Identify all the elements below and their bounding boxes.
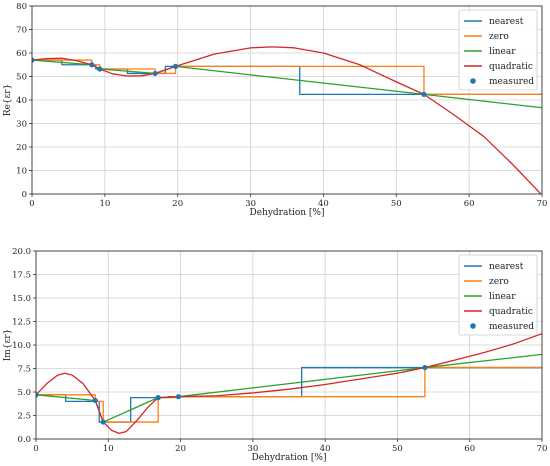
measured-point xyxy=(92,397,98,404)
legend-label-nearest: nearest xyxy=(489,17,524,27)
legend-label-linear: linear xyxy=(489,47,516,57)
measured-point xyxy=(155,395,161,401)
x-tick-label: 0 xyxy=(33,444,38,454)
measured-point xyxy=(97,66,103,72)
y-tick-label: 30 xyxy=(16,120,27,130)
legend-label-linear: linear xyxy=(489,292,516,302)
measured-point xyxy=(32,57,35,63)
y-tick-label: 80 xyxy=(16,2,27,12)
measured-point xyxy=(421,91,427,97)
x-tick-label: 10 xyxy=(103,444,114,454)
x-tick-label: 0 xyxy=(29,199,34,209)
x-tick-label: 60 xyxy=(464,199,475,209)
legend-label-quadratic: quadratic xyxy=(489,307,533,317)
y-axis-label: Im{εr} xyxy=(3,329,13,362)
legend-swatch-measured xyxy=(470,323,476,329)
legend-box xyxy=(458,9,538,91)
y-tick-label: 0.0 xyxy=(17,435,31,445)
series-line-quadratic xyxy=(32,46,542,194)
y-tick-label: 10 xyxy=(16,167,27,177)
measured-point xyxy=(175,394,182,400)
x-tick-label: 20 xyxy=(175,444,186,454)
plot-area xyxy=(36,333,542,435)
measured-point xyxy=(100,419,106,425)
series-line-nearest xyxy=(36,366,542,423)
plot-area xyxy=(32,46,542,194)
y-tick-label: 12.5 xyxy=(12,318,31,328)
legend-label-nearest: nearest xyxy=(489,262,524,272)
y-tick-label: 0 xyxy=(22,190,27,200)
x-tick-label: 40 xyxy=(318,199,329,209)
x-axis-label: Dehydration [%] xyxy=(250,208,325,218)
legend: nearest zero linear quadratic measured xyxy=(458,9,538,91)
x-tick-label: 60 xyxy=(464,444,475,454)
series-line-linear xyxy=(36,353,542,423)
y-tick-label: 20.0 xyxy=(12,247,31,257)
legend-label-zero: zero xyxy=(489,32,509,42)
y-tick-label: 10.0 xyxy=(12,341,31,351)
measured-point xyxy=(422,364,428,371)
measured-point xyxy=(89,62,95,68)
series-line-quadratic xyxy=(36,333,542,435)
x-tick-label: 70 xyxy=(537,199,548,209)
y-axis-label: Re{εr} xyxy=(3,84,13,117)
legend-box xyxy=(458,254,538,336)
y-tick-label: 2.5 xyxy=(17,412,31,422)
chart-panel-imaginary: 0 10 20 30 40 50 60 70 0.0 2.5 5.0 7.5 10.0 12.5 15.0 1… xyxy=(3,247,547,463)
y-tick-label: 5.0 xyxy=(17,388,31,398)
legend-label-measured: measured xyxy=(489,322,534,332)
y-tick-label: 20 xyxy=(16,143,27,153)
y-tick-label: 17.5 xyxy=(12,271,31,281)
y-tick-label: 15.0 xyxy=(12,294,31,304)
legend: nearest zero linear quadratic measured xyxy=(458,254,538,336)
y-tick-label: 50 xyxy=(16,73,27,83)
legend-swatch-measured xyxy=(470,78,476,84)
y-tick-label: 40 xyxy=(16,96,27,106)
x-tick-label: 50 xyxy=(391,199,402,209)
x-tick-label: 10 xyxy=(99,199,110,209)
legend-label-quadratic: quadratic xyxy=(489,62,533,72)
legend-label-zero: zero xyxy=(489,277,509,287)
measured-point xyxy=(36,392,39,398)
y-tick-label: 60 xyxy=(16,49,27,59)
x-tick-label: 50 xyxy=(392,444,403,454)
x-tick-label: 30 xyxy=(245,199,256,209)
x-tick-label: 40 xyxy=(320,444,331,454)
x-tick-label: 20 xyxy=(172,199,183,209)
x-tick-label: 70 xyxy=(537,444,548,454)
series-line-zero xyxy=(36,366,542,423)
measured-point xyxy=(152,70,158,77)
y-tick-label: 70 xyxy=(16,26,27,36)
x-axis-label: Dehydration [%] xyxy=(252,453,327,463)
chart-panel-real: 0 10 20 30 40 50 60 70 0 10 20 30 40 50 60 70 80 Dehydrat… xyxy=(3,2,547,218)
x-tick-label: 30 xyxy=(247,444,258,454)
legend-label-measured: measured xyxy=(489,77,534,87)
y-tick-label: 7.5 xyxy=(17,365,31,375)
measured-point xyxy=(172,63,179,69)
